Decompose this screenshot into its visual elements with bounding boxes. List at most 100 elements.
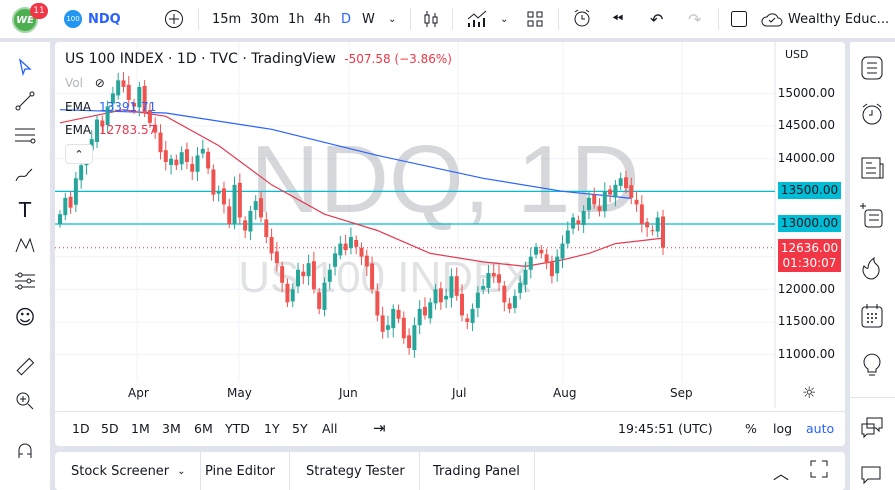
cloud-save-icon[interactable] (760, 0, 784, 38)
month-label: Aug (553, 386, 577, 400)
last-price-label: 12636.00 01:30:07 (778, 239, 841, 272)
eye-crossed-icon[interactable]: ⊘ (94, 76, 105, 90)
hotlists-icon[interactable] (858, 254, 886, 282)
layout-name[interactable]: Wealthy Educ... (788, 11, 890, 27)
percent-toggle[interactable]: % (745, 421, 757, 436)
interval-1h[interactable]: 1h (288, 11, 305, 27)
trendline-icon[interactable] (12, 88, 38, 114)
pattern-icon[interactable] (12, 232, 38, 258)
currency-selector[interactable]: USD (785, 48, 809, 61)
alarm-clock-icon[interactable] (858, 100, 886, 128)
auto-toggle[interactable]: auto (806, 421, 835, 436)
alert-clock-icon[interactable] (572, 0, 592, 38)
interval-w[interactable]: W (362, 11, 375, 27)
candle-body (269, 237, 274, 254)
month-label: Apr (128, 386, 149, 400)
candle-body (264, 219, 269, 238)
candle-body (597, 206, 602, 211)
symbol-search[interactable]: NDQ (88, 11, 121, 27)
candle-body (280, 266, 285, 283)
ema-legend-short[interactable]: EMA 12783.57 (65, 123, 156, 137)
candle-body (73, 178, 78, 205)
candle-body (422, 306, 427, 316)
interval-4h[interactable]: 4h (314, 11, 331, 27)
brush-icon[interactable] (12, 162, 38, 188)
tab-strategy-tester[interactable]: Strategy Tester (292, 452, 420, 490)
candle-body (95, 119, 100, 143)
text-icon[interactable]: T (18, 198, 32, 222)
ema-value: 13391.71 (98, 100, 157, 114)
indicators-icon[interactable] (466, 0, 488, 38)
redo-icon[interactable]: ↷ (688, 9, 702, 29)
chevron-down-icon[interactable]: ⌄ (500, 13, 509, 25)
candle-body (237, 182, 242, 218)
candle-body (348, 237, 353, 249)
candle-body (592, 194, 597, 205)
lightbulb-icon[interactable] (858, 350, 886, 378)
tab-pine-editor[interactable]: Pine Editor (191, 452, 291, 490)
undo-icon[interactable]: ↶ (650, 9, 664, 29)
candle-body (507, 303, 512, 309)
emoji-icon[interactable]: ☺ (14, 305, 36, 329)
candle-body (206, 151, 211, 169)
price-tick: 11500.00 (777, 314, 835, 328)
magnet-icon[interactable] (12, 438, 38, 464)
drawing-toolbar: T ☺ (0, 42, 50, 490)
chevron-down-icon[interactable]: ⌄ (388, 13, 397, 25)
settings-gear-icon[interactable]: ☼ (802, 383, 817, 402)
ideas-stream-icon[interactable] (858, 202, 886, 230)
candle-body (438, 288, 443, 303)
replay-icon[interactable]: ⏪︎ (612, 11, 624, 27)
fib-retracement-icon[interactable] (12, 122, 38, 148)
watchlist-icon[interactable] (858, 54, 886, 82)
candle-body (396, 309, 401, 319)
interval-30m[interactable]: 30m (250, 11, 280, 27)
period-5d[interactable]: 5D (101, 421, 119, 436)
chat-icon[interactable] (858, 462, 886, 490)
candle-body (58, 214, 62, 224)
ruler-icon[interactable] (12, 354, 38, 380)
month-label: Jul (452, 386, 467, 400)
period-all[interactable]: All (322, 421, 338, 436)
price-tick: 14000.00 (777, 151, 835, 165)
candles-icon[interactable] (422, 0, 440, 38)
compare-add-icon[interactable] (164, 0, 184, 38)
chats-icon[interactable] (858, 414, 886, 442)
chart-pane[interactable]: NDQ, 1D US 100 INDEX US 100 INDEX · 1D · … (55, 42, 845, 446)
tab-stock-screener[interactable]: Stock Screener ⌄ (55, 452, 201, 490)
layout-grid-icon[interactable] (526, 0, 544, 38)
cursor-icon[interactable] (12, 54, 38, 80)
chevron-down-icon[interactable]: ⌄ (177, 465, 186, 477)
fullscreen-square-icon[interactable] (730, 0, 748, 38)
maximize-icon[interactable] (810, 460, 828, 482)
candle-body (375, 291, 380, 316)
candle-body (370, 263, 375, 290)
candle-body (126, 84, 131, 100)
news-icon[interactable] (858, 154, 886, 182)
date-range-icon[interactable]: ⇥ (373, 419, 386, 437)
collapse-legend-button[interactable]: ⌃ (65, 144, 93, 164)
calendar-icon[interactable] (858, 302, 886, 330)
period-1d[interactable]: 1D (72, 421, 90, 436)
interval-15m[interactable]: 15m (212, 11, 242, 27)
candle-body (158, 132, 163, 153)
period-3m[interactable]: 3M (162, 421, 181, 436)
period-ytd[interactable]: YTD (225, 421, 250, 436)
candle-body (79, 165, 84, 181)
prediction-icon[interactable] (12, 268, 38, 294)
log-toggle[interactable]: log (773, 421, 793, 436)
period-5y[interactable]: 5Y (292, 421, 308, 436)
interval-d[interactable]: D (341, 11, 352, 27)
candle-body (655, 217, 660, 232)
utc-clock[interactable]: 19:45:51 (UTC) (618, 421, 713, 436)
ema-legend-long[interactable]: EMA 13391.71 (65, 100, 156, 114)
zoom-in-icon[interactable] (12, 388, 38, 414)
period-1m[interactable]: 1M (131, 421, 150, 436)
candle-body (634, 199, 639, 205)
chevron-up-icon[interactable]: ︿ (773, 464, 790, 483)
candle-body (481, 286, 486, 290)
tab-trading-panel[interactable]: Trading Panel (419, 452, 535, 490)
period-1y[interactable]: 1Y (264, 421, 280, 436)
period-6m[interactable]: 6M (194, 421, 213, 436)
